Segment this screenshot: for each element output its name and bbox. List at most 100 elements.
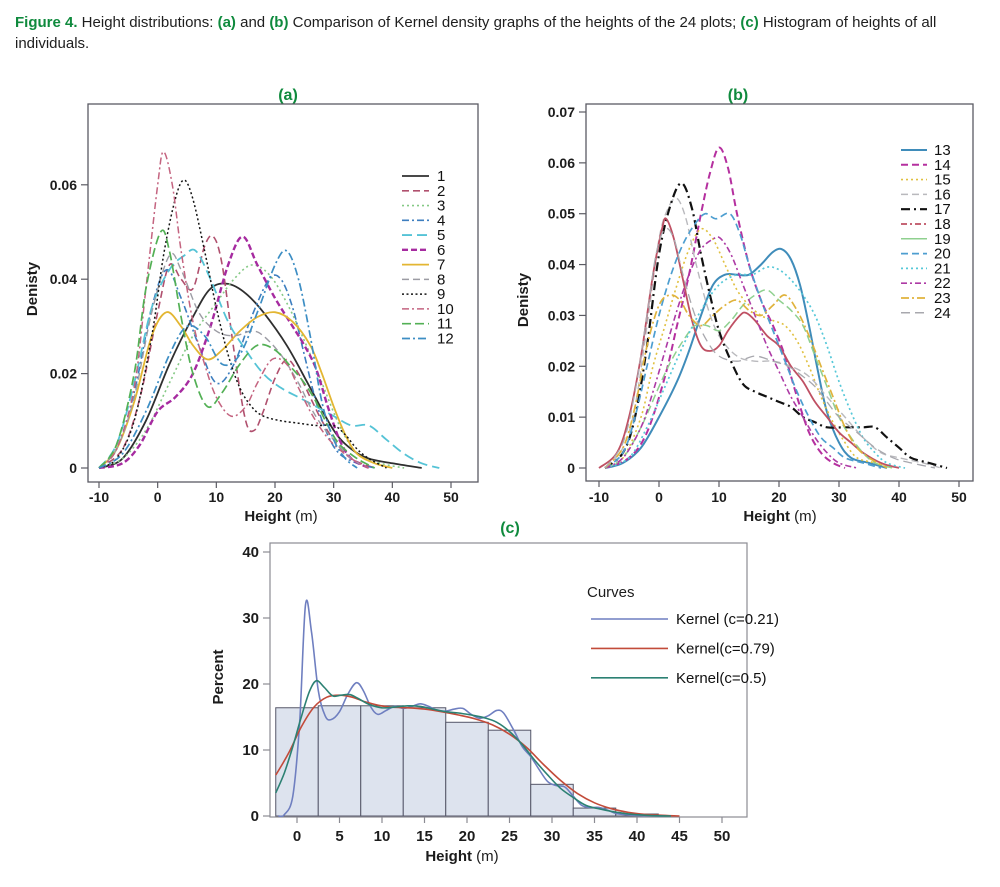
x-tick-label: 15 (416, 828, 433, 845)
caption-text: and (235, 14, 270, 31)
figure-caption: Figure 4. Height distributions: (a) and … (15, 12, 987, 54)
x-axis-label: Height (m) (743, 508, 816, 525)
x-tick-label: -10 (89, 489, 109, 505)
legend-label: 17 (934, 201, 951, 218)
x-tick-label: 20 (267, 489, 283, 505)
y-axis-label: Percent (210, 649, 227, 704)
legend-label: 24 (934, 305, 951, 322)
histogram-bar (445, 721, 489, 817)
x-tick-label: 30 (326, 489, 342, 505)
legend-label: 7 (437, 257, 445, 274)
legend-c: Curves Kernel (c=0.21) Kernel(c=0.79) Kerne… (587, 584, 779, 687)
x-tick-label: 40 (385, 489, 401, 505)
x-tick-label: 0 (293, 828, 301, 845)
x-tick-label: 20 (459, 828, 476, 845)
plot-frame (269, 542, 748, 818)
panel-a-title: (a) (278, 87, 298, 104)
series-line-2 (98, 234, 376, 469)
legend-label: Kernel(c=0.5) (676, 670, 766, 687)
x-tick-label: -10 (589, 489, 609, 505)
y-tick-label: 0 (69, 460, 77, 476)
legend-label: 3 (437, 198, 445, 215)
panel-a: (a) -10 0 10 20 30 40 50 0 0.02 0.04 0.06 Height (m)… (24, 87, 479, 525)
series-line-6 (98, 235, 370, 470)
legend-label: 5 (437, 227, 445, 244)
series-group (598, 146, 948, 470)
legend-label: 6 (437, 242, 445, 259)
caption-highlight: (a) (217, 14, 236, 31)
panel-c: (c) 0 5 10 15 20 25 30 35 40 45 50 0 10 20 30 40 Height (… (210, 520, 779, 865)
y-tick-label: 0.06 (548, 155, 575, 171)
series-line-Kernel-c=0.5- (275, 679, 672, 817)
plot-frame (585, 103, 974, 482)
series-line-14 (604, 146, 846, 469)
series-line-15 (604, 227, 894, 469)
y-tick-label: 0.01 (548, 409, 575, 425)
y-tick-label: 0.05 (548, 206, 575, 222)
series-group (98, 151, 440, 470)
x-tick-label: 35 (586, 828, 603, 845)
panel-b: (b) -10 0 10 20 30 40 50 0 0.01 0.02 0.03 0.04 0.05 0.… (515, 87, 974, 525)
y-tick-label: 20 (242, 676, 259, 693)
x-tick-label: 40 (891, 489, 907, 505)
series-line-10 (98, 151, 370, 469)
legend-label: Kernel(c=0.79) (676, 640, 775, 657)
legend-label: 22 (934, 275, 951, 292)
y-tick-label: 0.04 (548, 257, 575, 273)
legend-label: 13 (934, 142, 951, 159)
series-line-7 (98, 311, 393, 469)
series-line-5 (98, 248, 440, 469)
legend-label: 19 (934, 231, 951, 248)
series-line-20 (604, 212, 882, 469)
series-line-Kernel-c=0.79- (275, 694, 680, 817)
x-axis-label: Height (m) (425, 848, 498, 865)
histogram-bar (317, 705, 362, 817)
y-tick-label: 0 (251, 808, 259, 825)
caption-text: Comparison of Kernel density graphs of t… (288, 14, 741, 31)
caption-highlight: Figure 4. (15, 14, 78, 31)
y-tick-label: 0.06 (50, 177, 77, 193)
y-tick-label: 10 (242, 742, 259, 759)
legend-label: 12 (437, 330, 454, 347)
x-tick-label: 10 (711, 489, 727, 505)
x-tick-label: 40 (629, 828, 646, 845)
x-tick-label: 25 (501, 828, 518, 845)
y-axis-label: Denisty (515, 272, 532, 327)
y-tick-label: 0.02 (548, 358, 575, 374)
panel-b-title: (b) (728, 87, 748, 104)
x-tick-label: 5 (335, 828, 343, 845)
x-tick-label: 50 (714, 828, 731, 845)
legend-label: 2 (437, 183, 445, 200)
y-tick-label: 0 (567, 460, 575, 476)
histogram-bars (275, 705, 659, 817)
x-tick-label: 10 (209, 489, 225, 505)
legend-title: Curves (587, 584, 635, 601)
legend-label: 14 (934, 157, 951, 174)
series-line-24 (604, 227, 936, 469)
x-tick-label: 50 (951, 489, 967, 505)
legend-label: 21 (934, 260, 951, 277)
x-tick-label: 30 (831, 489, 847, 505)
legend-label: 15 (934, 172, 951, 189)
series-line-19 (604, 289, 894, 469)
histogram-bar (530, 783, 574, 817)
x-tick-label: 30 (544, 828, 561, 845)
legend-label: 8 (437, 271, 445, 288)
x-tick-label: 50 (443, 489, 459, 505)
y-tick-label: 0.03 (548, 307, 575, 323)
y-tick-label: 0.04 (50, 271, 77, 287)
series-line-23 (604, 294, 888, 469)
series-line-8 (98, 252, 370, 469)
x-tick-label: 20 (771, 489, 787, 505)
caption-text: Histogram of heights of all individuals. (15, 14, 937, 52)
series-line-16 (604, 197, 942, 469)
legend-label: 10 (437, 301, 454, 318)
legend-label: 11 (437, 316, 453, 333)
histogram-bar (360, 705, 404, 817)
legend-label: 16 (934, 186, 951, 203)
legend-label: 4 (437, 212, 445, 229)
legend-label: 20 (934, 246, 951, 263)
